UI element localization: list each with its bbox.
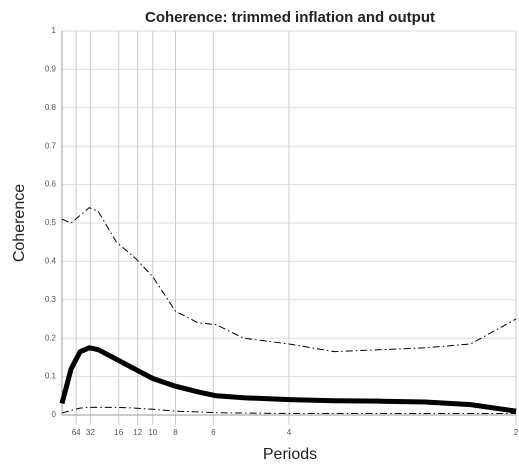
x-tick-label: 8 xyxy=(173,428,178,437)
x-tick-label: 12 xyxy=(133,428,142,437)
y-axis-label: Coherence xyxy=(11,184,28,262)
y-tick-label: 0 xyxy=(52,410,57,419)
x-tick-label: 32 xyxy=(86,428,95,437)
y-tick-label: 0.2 xyxy=(45,333,57,342)
x-tick-label: 6 xyxy=(211,428,216,437)
y-tick-label: 0.5 xyxy=(45,218,57,227)
line xyxy=(61,207,517,353)
y-tick-label: 0.7 xyxy=(45,141,57,150)
y-tick-label: 1 xyxy=(52,26,57,35)
y-tick-label: 0.6 xyxy=(45,180,57,189)
x-tick-label: 64 xyxy=(72,428,81,437)
y-tick-label: 0.1 xyxy=(45,372,57,381)
x-tick-label: 4 xyxy=(287,428,292,437)
y-tick-label: 0.8 xyxy=(45,103,57,112)
y-tick-label: 0.3 xyxy=(45,295,57,304)
line xyxy=(59,345,517,414)
y-tick-label: 0.4 xyxy=(45,257,57,266)
x-tick-label: 16 xyxy=(114,428,123,437)
y-tick-label: 0.9 xyxy=(45,65,57,74)
x-tick-label: 10 xyxy=(148,428,157,437)
x-axis-label: Periods xyxy=(263,446,317,463)
chart-title: Coherence: trimmed inflation and output xyxy=(145,9,435,26)
x-tick-label: 2 xyxy=(514,428,519,437)
